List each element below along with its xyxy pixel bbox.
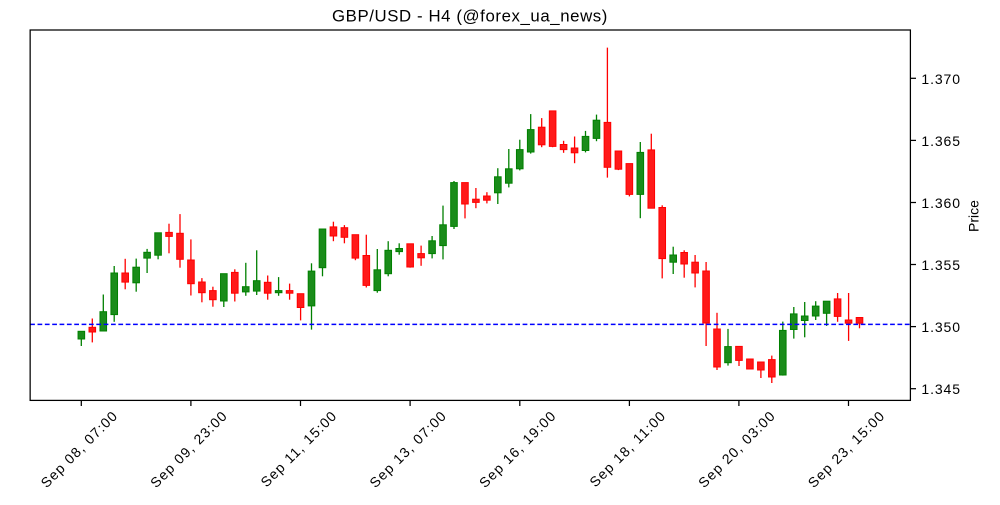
svg-text:Price: Price [966,200,982,232]
svg-text:1.355: 1.355 [921,257,961,273]
svg-text:1.345: 1.345 [921,381,961,397]
svg-text:1.350: 1.350 [921,319,961,335]
svg-text:GBP/USD - H4 (@forex_ua_news): GBP/USD - H4 (@forex_ua_news) [332,7,608,26]
svg-text:1.360: 1.360 [921,195,961,211]
svg-text:1.370: 1.370 [921,71,961,87]
svg-text:1.365: 1.365 [921,133,961,149]
